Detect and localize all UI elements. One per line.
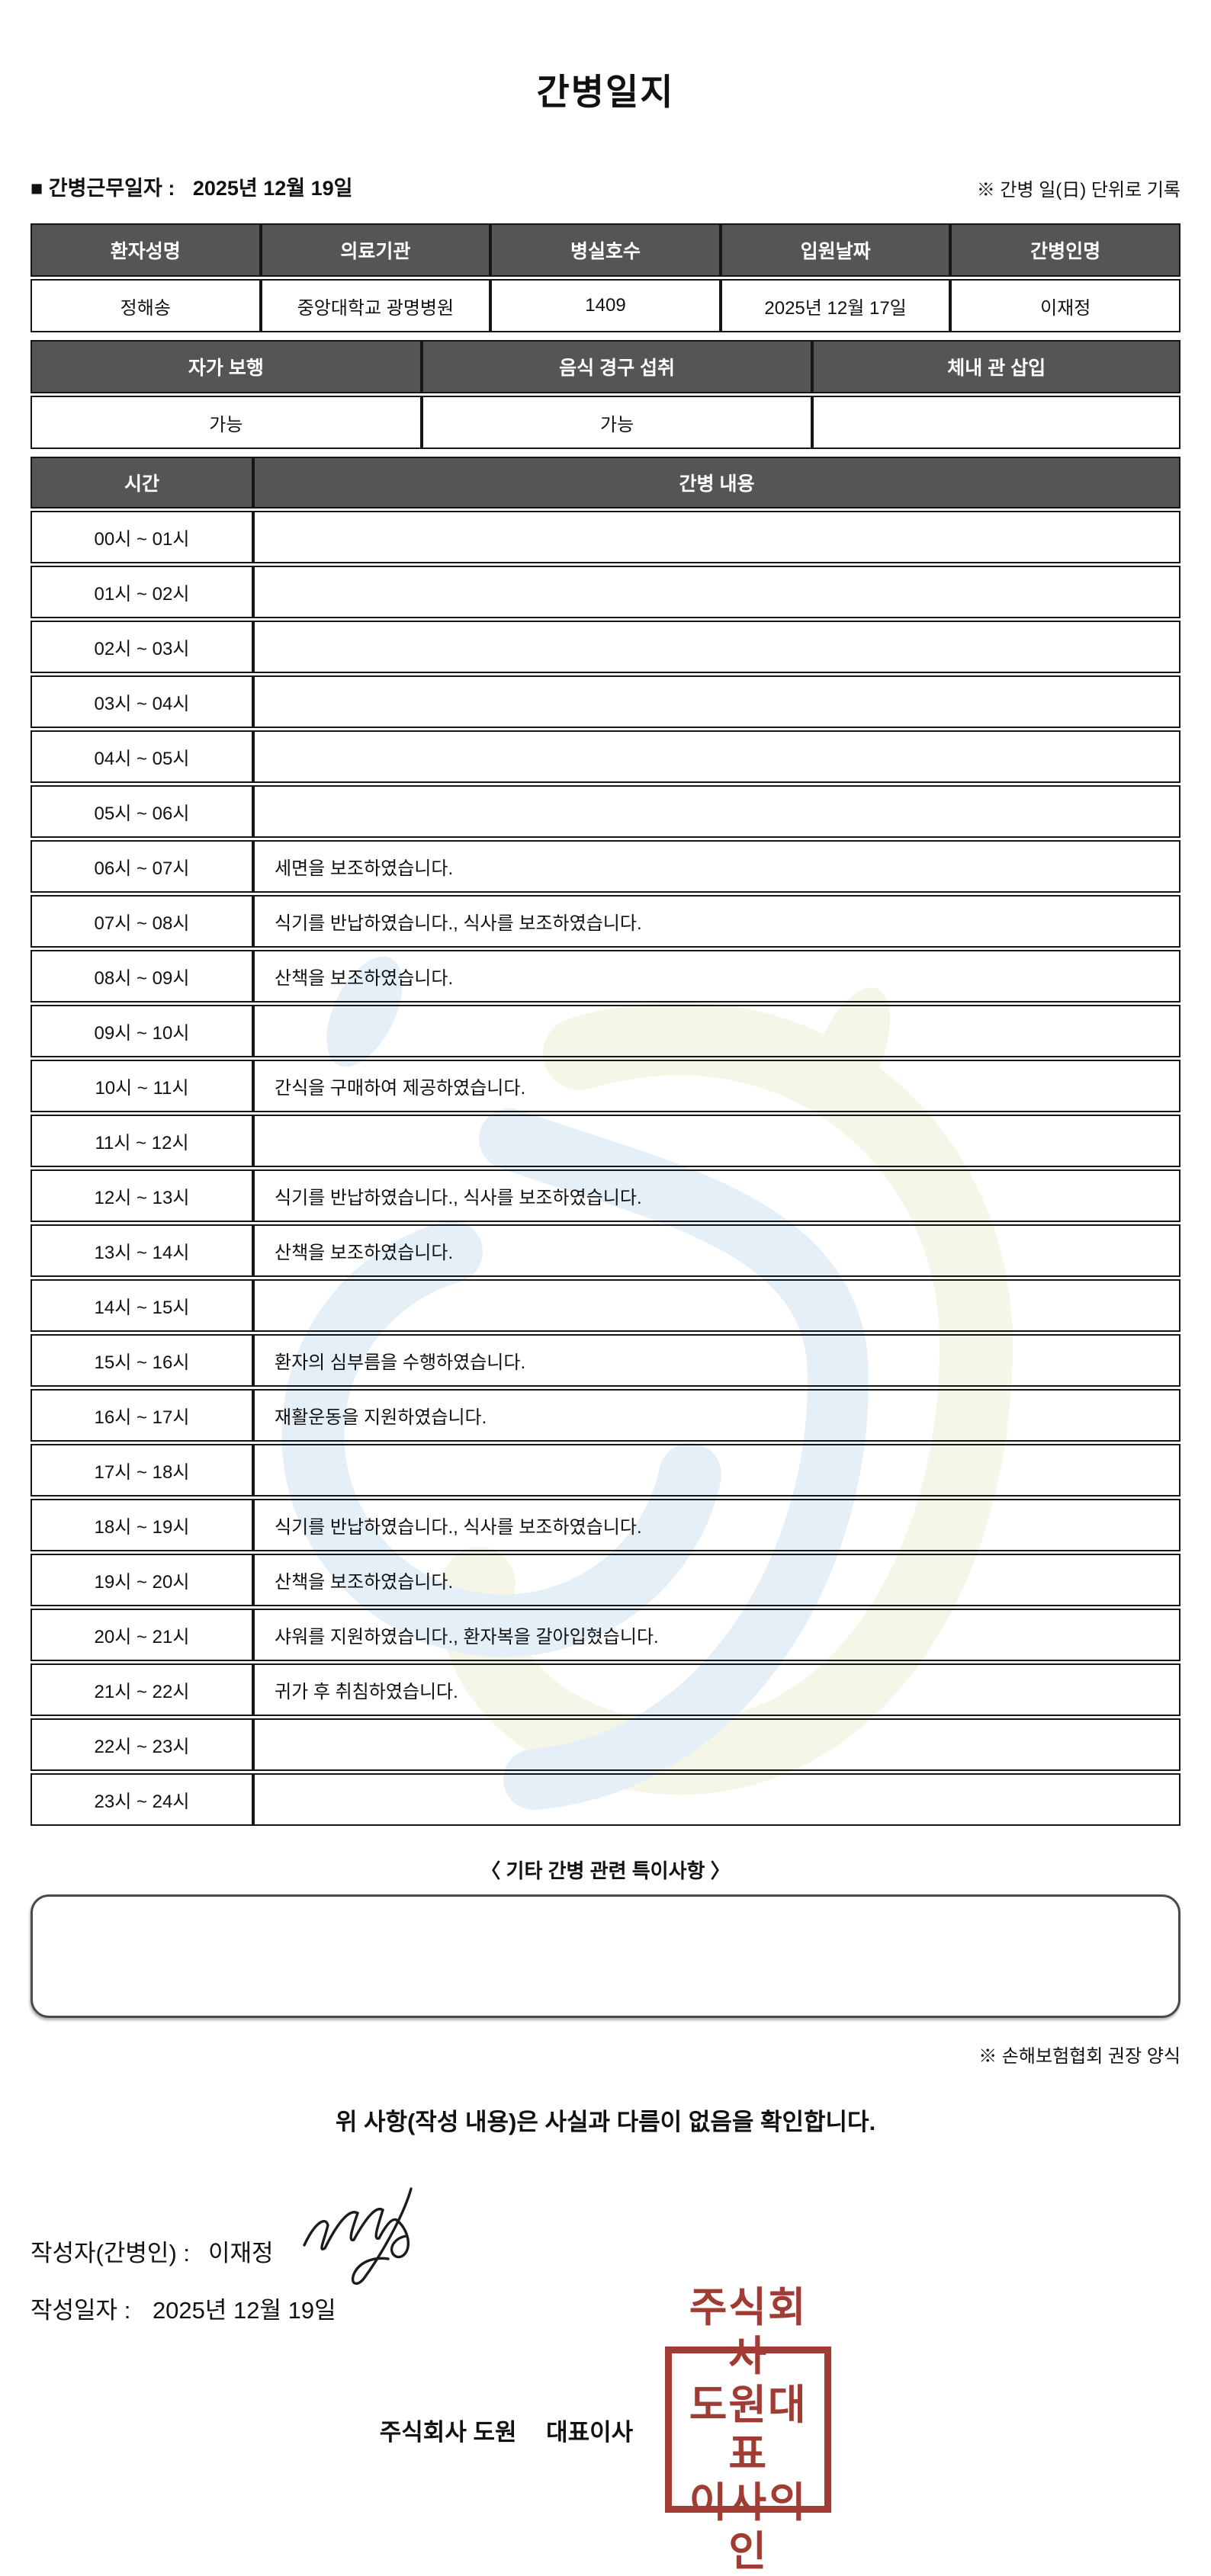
status-table-header: 음식 경구 섭취	[421, 340, 813, 393]
care-row-time: 23시 ~ 24시	[31, 1773, 253, 1826]
care-row-time: 06시 ~ 07시	[31, 840, 253, 893]
care-row-time: 17시 ~ 18시	[31, 1444, 253, 1497]
care-row-time: 15시 ~ 16시	[31, 1334, 253, 1387]
write-date-line: 작성일자 : 2025년 12월 19일	[31, 2291, 1180, 2325]
page-title: 간병일지	[536, 72, 675, 112]
care-row-content: 샤워를 지원하였습니다., 환자복을 갈아입혔습니다.	[253, 1609, 1180, 1661]
care-row-time: 08시 ~ 09시	[31, 950, 253, 1002]
care-row-content	[253, 621, 1180, 673]
care-row-time: 03시 ~ 04시	[31, 675, 253, 728]
care-row-time: 00시 ~ 01시	[31, 511, 253, 563]
care-row-content	[253, 1444, 1180, 1497]
work-date-value: 2025년 12월 19일	[192, 177, 353, 200]
company-name: 주식회사 도원	[379, 2418, 517, 2446]
care-content-header: 간병 내용	[253, 457, 1180, 508]
status-table-body: 자가 보행 음식 경구 섭취 체내 관 삽입 가능 가능	[31, 340, 1180, 449]
care-table: 시간 간병 내용 00시 ~ 01시 01시 ~ 02시 02시 ~ 03시 03시 ~ …	[31, 454, 1180, 1828]
care-row-content: 귀가 후 취침하였습니다.	[253, 1663, 1180, 1716]
care-diary-document: 간병일지 ■ 간병근무일자 : 2025년 12월 19일 ※ 간병 일(日) …	[0, 63, 1211, 2574]
care-row-content	[253, 1773, 1180, 1826]
patient-table-value: 2025년 12월 17일	[720, 279, 951, 332]
meta-row: ■ 간병근무일자 : 2025년 12월 19일 ※ 간병 일(日) 단위로 기…	[31, 172, 1180, 201]
care-row-content: 환자의 심부름을 수행하였습니다.	[253, 1334, 1180, 1387]
care-row-content: 식기를 반납하였습니다., 식사를 보조하였습니다.	[253, 1169, 1180, 1222]
care-row-content	[253, 730, 1180, 783]
unit-note: ※ 간병 일(日) 단위로 기록	[976, 180, 1180, 200]
status-table-value: 가능	[31, 396, 422, 449]
handwritten-signature	[302, 2187, 413, 2286]
care-row-time: 11시 ~ 12시	[31, 1115, 253, 1167]
notes-section-title: 〈 기타 간병 관련 특이사항 〉	[480, 1859, 731, 1882]
care-row-time: 12시 ~ 13시	[31, 1169, 253, 1222]
care-row-content	[253, 1718, 1180, 1771]
patient-table-value: 정해송	[31, 279, 261, 332]
care-row-content	[253, 566, 1180, 618]
care-row-time: 14시 ~ 15시	[31, 1279, 253, 1332]
work-date-label: ■ 간병근무일자 :	[31, 177, 175, 200]
patient-table-value: 1409	[490, 279, 721, 332]
care-row-content	[253, 675, 1180, 728]
care-row-content	[253, 511, 1180, 563]
confirmation-statement: 위 사항(작성 내용)은 사실과 다름이 없음을 확인합니다.	[335, 2109, 876, 2135]
care-row-time: 22시 ~ 23시	[31, 1718, 253, 1771]
patient-table-header: 의료기관	[260, 223, 491, 277]
care-row-time: 10시 ~ 11시	[31, 1060, 253, 1112]
status-table-value	[812, 396, 1180, 449]
care-row-time: 21시 ~ 22시	[31, 1663, 253, 1716]
write-date-value: 2025년 12월 19일	[152, 2297, 336, 2324]
care-row-time: 01시 ~ 02시	[31, 566, 253, 618]
care-row-time: 05시 ~ 06시	[31, 785, 253, 838]
corporate-seal-stamp: 주식회사 도원대표 이사의인	[665, 2285, 832, 2574]
work-date-line: ■ 간병근무일자 : 2025년 12월 19일	[31, 172, 353, 201]
care-row-content: 간식을 구매하여 제공하였습니다.	[253, 1060, 1180, 1112]
care-row-time: 02시 ~ 03시	[31, 621, 253, 673]
care-row-content: 산책을 보조하였습니다.	[253, 950, 1180, 1002]
patient-table-value: 이재정	[950, 279, 1180, 332]
footer-row: 주식회사 도원 대표이사 주식회사 도원대표 이사의인	[31, 2285, 1180, 2574]
care-row-content: 식기를 반납하였습니다., 식사를 보조하였습니다.	[253, 1499, 1180, 1551]
care-row-time: 16시 ~ 17시	[31, 1389, 253, 1442]
care-table-body: 시간 간병 내용 00시 ~ 01시 01시 ~ 02시 02시 ~ 03시 03시 ~ …	[31, 457, 1180, 1826]
write-date-label: 작성일자 :	[31, 2297, 131, 2324]
patient-table-header: 환자성명	[31, 223, 261, 277]
care-row-content: 산책을 보조하였습니다.	[253, 1224, 1180, 1277]
stamp-line: 이사의인	[689, 2480, 808, 2574]
care-row-content: 재활운동을 지원하였습니다.	[253, 1389, 1180, 1442]
care-row-content	[253, 785, 1180, 838]
care-row-time: 18시 ~ 19시	[31, 1499, 253, 1551]
status-table: 자가 보행 음식 경구 섭취 체내 관 삽입 가능 가능	[31, 338, 1180, 451]
form-standard-note: ※ 손해보험협회 권장 양식	[978, 2046, 1180, 2067]
patient-table-header: 병실호수	[490, 223, 721, 277]
care-row-time: 09시 ~ 10시	[31, 1005, 253, 1057]
care-time-header: 시간	[31, 457, 253, 508]
company-and-role: 주식회사 도원 대표이사	[380, 2413, 633, 2447]
care-row-time: 13시 ~ 14시	[31, 1224, 253, 1277]
status-table-header: 자가 보행	[31, 340, 422, 393]
care-row-content: 세면을 보조하였습니다.	[253, 840, 1180, 893]
writer-name: 이재정	[208, 2240, 274, 2266]
patient-table-header: 간병인명	[950, 223, 1180, 277]
care-row-time: 19시 ~ 20시	[31, 1554, 253, 1606]
notes-box	[31, 1894, 1180, 2018]
writer-line: 작성자(간병인) : 이재정	[31, 2180, 1180, 2286]
stamp-line: 주식회사	[689, 2285, 808, 2379]
writer-label: 작성자(간병인) :	[31, 2240, 190, 2266]
ceo-role: 대표이사	[546, 2418, 634, 2446]
status-table-header: 체내 관 삽입	[812, 340, 1180, 393]
care-row-time: 20시 ~ 21시	[31, 1609, 253, 1661]
care-row-content	[253, 1279, 1180, 1332]
patient-table-value: 중앙대학교 광명병원	[260, 279, 491, 332]
patient-table-header: 입원날짜	[720, 223, 951, 277]
care-row-time: 07시 ~ 08시	[31, 895, 253, 948]
care-row-content	[253, 1115, 1180, 1167]
stamp-line: 도원대표	[689, 2382, 808, 2477]
care-row-time: 04시 ~ 05시	[31, 730, 253, 783]
care-row-content	[253, 1005, 1180, 1057]
care-row-content: 산책을 보조하였습니다.	[253, 1554, 1180, 1606]
care-row-content: 식기를 반납하였습니다., 식사를 보조하였습니다.	[253, 895, 1180, 948]
status-table-value: 가능	[421, 396, 813, 449]
